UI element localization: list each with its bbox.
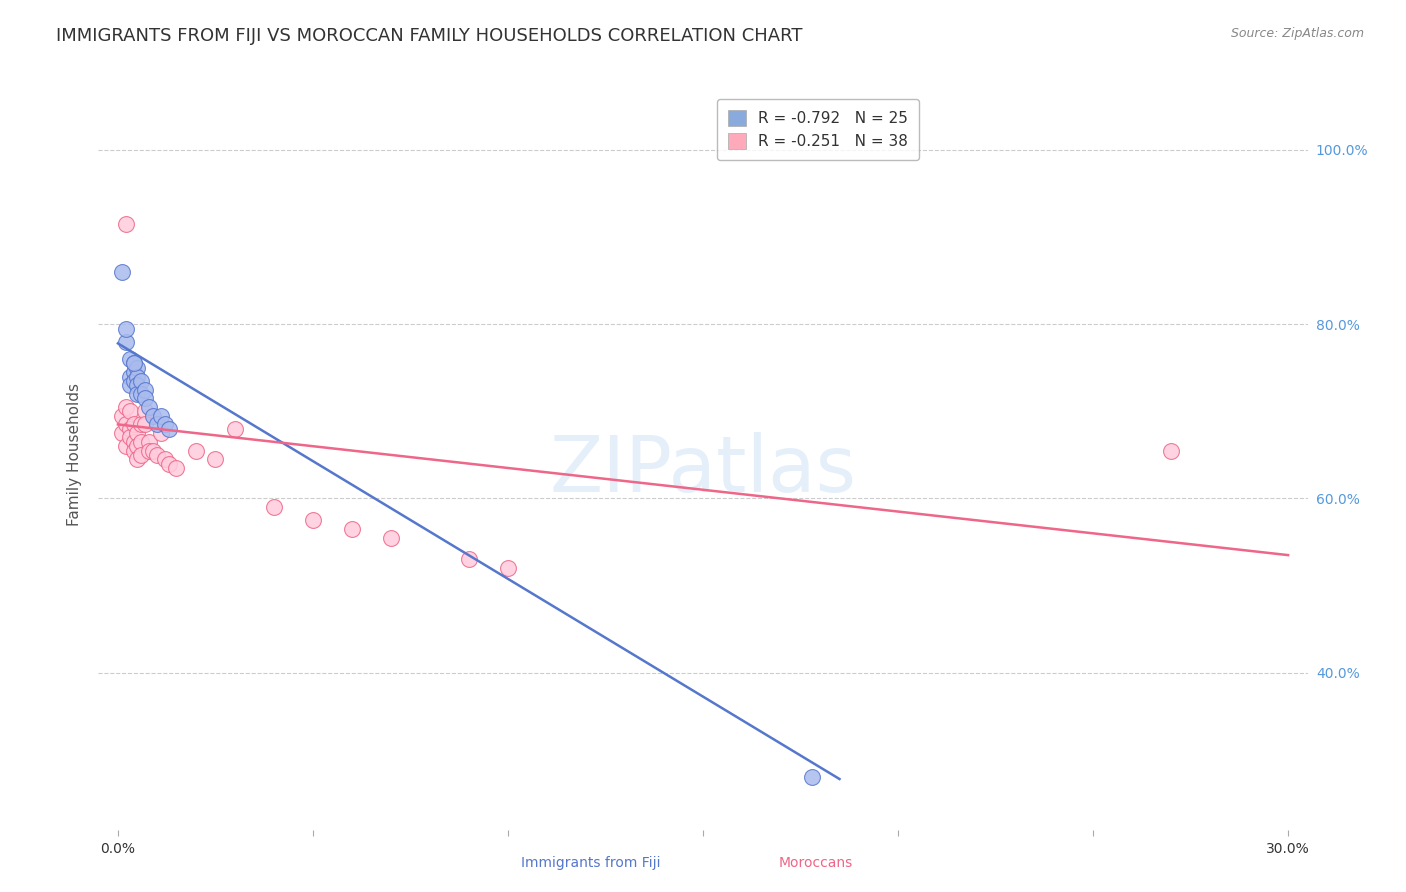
Text: IMMIGRANTS FROM FIJI VS MOROCCAN FAMILY HOUSEHOLDS CORRELATION CHART: IMMIGRANTS FROM FIJI VS MOROCCAN FAMILY … bbox=[56, 27, 803, 45]
Point bbox=[118, 404, 141, 418]
Point bbox=[138, 400, 160, 414]
Point bbox=[134, 404, 156, 418]
Point bbox=[165, 461, 187, 475]
Text: ZIPatlas: ZIPatlas bbox=[550, 432, 856, 508]
Point bbox=[127, 369, 149, 384]
Point bbox=[114, 334, 136, 349]
Point bbox=[263, 500, 285, 515]
Point bbox=[131, 387, 153, 401]
Point bbox=[127, 378, 149, 392]
Point bbox=[122, 356, 145, 370]
Point bbox=[122, 365, 145, 379]
Point bbox=[134, 383, 156, 397]
Point bbox=[184, 443, 207, 458]
Point bbox=[114, 417, 136, 432]
Point bbox=[149, 409, 172, 423]
Point bbox=[127, 426, 149, 441]
Point bbox=[131, 448, 153, 462]
Point bbox=[111, 265, 134, 279]
Point bbox=[204, 452, 226, 467]
Point bbox=[153, 452, 176, 467]
Point bbox=[142, 443, 165, 458]
Point bbox=[127, 452, 149, 467]
Point bbox=[157, 457, 180, 471]
Point bbox=[114, 217, 136, 231]
Point bbox=[122, 417, 145, 432]
Point bbox=[118, 378, 141, 392]
Y-axis label: Family Households: Family Households bbox=[67, 384, 83, 526]
Point bbox=[114, 439, 136, 453]
Point bbox=[114, 321, 136, 335]
Point bbox=[157, 422, 180, 436]
Point bbox=[142, 409, 165, 423]
Point bbox=[496, 561, 519, 575]
Point bbox=[302, 513, 325, 527]
Point bbox=[111, 409, 134, 423]
Point bbox=[131, 417, 153, 432]
Text: Moroccans: Moroccans bbox=[779, 855, 852, 870]
Point bbox=[153, 417, 176, 432]
Point bbox=[146, 448, 169, 462]
Point bbox=[138, 443, 160, 458]
Point bbox=[131, 434, 153, 449]
Point bbox=[149, 426, 172, 441]
Point bbox=[134, 417, 156, 432]
Point bbox=[127, 387, 149, 401]
Point bbox=[122, 374, 145, 388]
Point bbox=[1160, 443, 1182, 458]
Point bbox=[801, 770, 824, 784]
Point bbox=[122, 443, 145, 458]
Point bbox=[127, 439, 149, 453]
Point bbox=[138, 434, 160, 449]
Text: Source: ZipAtlas.com: Source: ZipAtlas.com bbox=[1230, 27, 1364, 40]
Point bbox=[380, 531, 402, 545]
Point bbox=[458, 552, 481, 566]
Point bbox=[114, 400, 136, 414]
Legend: R = -0.792   N = 25, R = -0.251   N = 38: R = -0.792 N = 25, R = -0.251 N = 38 bbox=[717, 99, 918, 161]
Point bbox=[118, 430, 141, 444]
Point bbox=[118, 422, 141, 436]
Point bbox=[224, 422, 246, 436]
Point bbox=[127, 360, 149, 375]
Point bbox=[118, 352, 141, 367]
Point bbox=[118, 369, 141, 384]
Text: Immigrants from Fiji: Immigrants from Fiji bbox=[520, 855, 661, 870]
Point bbox=[340, 522, 363, 536]
Point bbox=[131, 374, 153, 388]
Point bbox=[134, 392, 156, 406]
Point bbox=[122, 356, 145, 370]
Point bbox=[111, 426, 134, 441]
Point bbox=[146, 417, 169, 432]
Point bbox=[122, 434, 145, 449]
